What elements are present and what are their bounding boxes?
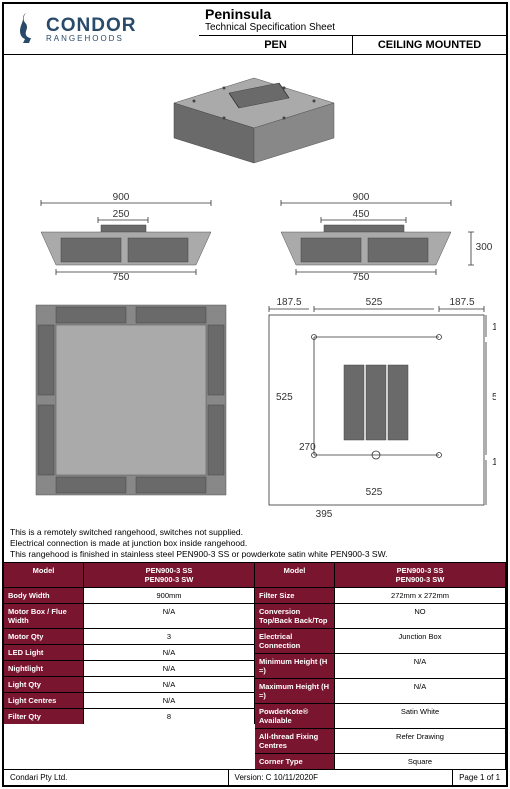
model-header: Model: [4, 563, 84, 587]
spec-row: Conversion Top/Back Back/TopNO: [255, 603, 506, 628]
spec-label: Conversion Top/Back Back/Top: [255, 604, 335, 628]
spec-label: Motor Box / Flue Width: [4, 604, 84, 628]
svg-text:250: 250: [113, 209, 130, 220]
spec-label: Motor Qty: [4, 629, 84, 644]
spec-value: N/A: [84, 677, 255, 692]
spec-value: 3: [84, 629, 255, 644]
svg-text:525: 525: [366, 487, 383, 498]
svg-text:750: 750: [113, 272, 130, 283]
notes: This is a remotely switched rangehood, s…: [4, 525, 506, 562]
spec-label: Light Qty: [4, 677, 84, 692]
spec-value: N/A: [84, 645, 255, 660]
svg-text:270: 270: [299, 442, 316, 453]
bottom-view: [26, 295, 236, 505]
spec-value: N/A: [84, 661, 255, 676]
note-3: This rangehood is finished in stainless …: [10, 549, 500, 560]
spec-label: All-thread Fixing Centres: [255, 729, 335, 753]
spec-table: ModelPEN900-3 SS PEN900-3 SW Body Width9…: [4, 562, 506, 769]
spec-row: Body Width900mm: [4, 587, 255, 603]
spec-row: LED LightN/A: [4, 644, 255, 660]
spec-col-right: ModelPEN900-3 SS PEN900-3 SW Filter Size…: [255, 562, 506, 769]
spec-row: Filter Size272mm x 272mm: [255, 587, 506, 603]
spec-label: Body Width: [4, 588, 84, 603]
spec-value: N/A: [335, 679, 506, 703]
footer-version: Version: C 10/11/2020F: [229, 770, 454, 785]
spec-row: Motor Qty3: [4, 628, 255, 644]
svg-text:900: 900: [113, 192, 130, 203]
spec-value: N/A: [84, 693, 255, 708]
spec-row: NightlightN/A: [4, 660, 255, 676]
spec-label: Minimum Height (H =): [255, 654, 335, 678]
spec-value: Square: [335, 754, 506, 769]
spec-row: Maximum Height (H =)N/A: [255, 678, 506, 703]
brand-name: CONDOR: [46, 16, 136, 35]
spec-label: PowderKote® Available: [255, 704, 335, 728]
svg-text:187.5: 187.5: [276, 297, 301, 308]
product-code: PEN: [199, 36, 352, 54]
spec-value: Refer Drawing: [335, 729, 506, 753]
spec-sheet: CONDOR RANGEHOODS Peninsula Technical Sp…: [2, 2, 508, 787]
spec-label: Maximum Height (H =): [255, 679, 335, 703]
spec-value: 8: [84, 709, 255, 724]
spec-value: N/A: [84, 604, 255, 628]
note-1: This is a remotely switched rangehood, s…: [10, 527, 500, 538]
header: CONDOR RANGEHOODS Peninsula Technical Sp…: [4, 4, 506, 55]
sheet-subtitle: Technical Specification Sheet: [205, 22, 500, 33]
spec-value: 272mm x 272mm: [335, 588, 506, 603]
spec-label: Light Centres: [4, 693, 84, 708]
spec-row: Corner TypeSquare: [255, 753, 506, 769]
diagram-area: 900 250 750 900 450 750 300 187.5 525 18…: [4, 55, 506, 525]
svg-text:525: 525: [492, 392, 496, 403]
spec-row: Light CentresN/A: [4, 692, 255, 708]
spec-label: Electrical Connection: [255, 629, 335, 653]
side-view-right: 900 450 750 300: [266, 190, 496, 285]
svg-text:187.5: 187.5: [449, 297, 474, 308]
condor-icon: [12, 11, 42, 47]
model-header-r: Model: [255, 563, 335, 587]
spec-label: Nightlight: [4, 661, 84, 676]
note-2: Electrical connection is made at junctio…: [10, 538, 500, 549]
logo-block: CONDOR RANGEHOODS: [4, 4, 199, 54]
model-values-r: PEN900-3 SS PEN900-3 SW: [335, 563, 506, 587]
svg-text:525: 525: [366, 297, 383, 308]
footer: Condari Pty Ltd. Version: C 10/11/2020F …: [4, 769, 506, 785]
svg-text:900: 900: [353, 192, 370, 203]
spec-row: All-thread Fixing CentresRefer Drawing: [255, 728, 506, 753]
spec-row: Electrical ConnectionJunction Box: [255, 628, 506, 653]
spec-value: NO: [335, 604, 506, 628]
model-values: PEN900-3 SS PEN900-3 SW: [84, 563, 255, 587]
side-view-left: 900 250 750: [16, 190, 246, 285]
spec-row: Light QtyN/A: [4, 676, 255, 692]
spec-row: Filter Qty8: [4, 708, 255, 724]
spec-row: Minimum Height (H =)N/A: [255, 653, 506, 678]
svg-text:187.5: 187.5: [492, 457, 496, 468]
isometric-view: [134, 63, 374, 183]
footer-company: Condari Pty Ltd.: [4, 770, 229, 785]
svg-text:300: 300: [476, 242, 493, 253]
svg-text:450: 450: [353, 209, 370, 220]
spec-label: LED Light: [4, 645, 84, 660]
spec-label: Corner Type: [255, 754, 335, 769]
top-view-dims: 187.5 525 187.5 187.5 525 187.5 525 270 …: [264, 295, 496, 525]
product-title: Peninsula: [205, 6, 500, 22]
spec-value: Satin White: [335, 704, 506, 728]
mount-type: CEILING MOUNTED: [352, 36, 506, 54]
footer-page: Page 1 of 1: [453, 770, 506, 785]
spec-label: Filter Qty: [4, 709, 84, 724]
spec-label: Filter Size: [255, 588, 335, 603]
spec-row: Motor Box / Flue WidthN/A: [4, 603, 255, 628]
svg-text:395: 395: [316, 509, 333, 520]
brand-sub: RANGEHOODS: [46, 35, 136, 43]
spec-value: 900mm: [84, 588, 255, 603]
spec-value: Junction Box: [335, 629, 506, 653]
spec-col-left: ModelPEN900-3 SS PEN900-3 SW Body Width9…: [4, 562, 255, 769]
spec-value: N/A: [335, 654, 506, 678]
svg-text:187.5: 187.5: [492, 322, 496, 333]
svg-text:750: 750: [353, 272, 370, 283]
svg-text:525: 525: [276, 392, 293, 403]
